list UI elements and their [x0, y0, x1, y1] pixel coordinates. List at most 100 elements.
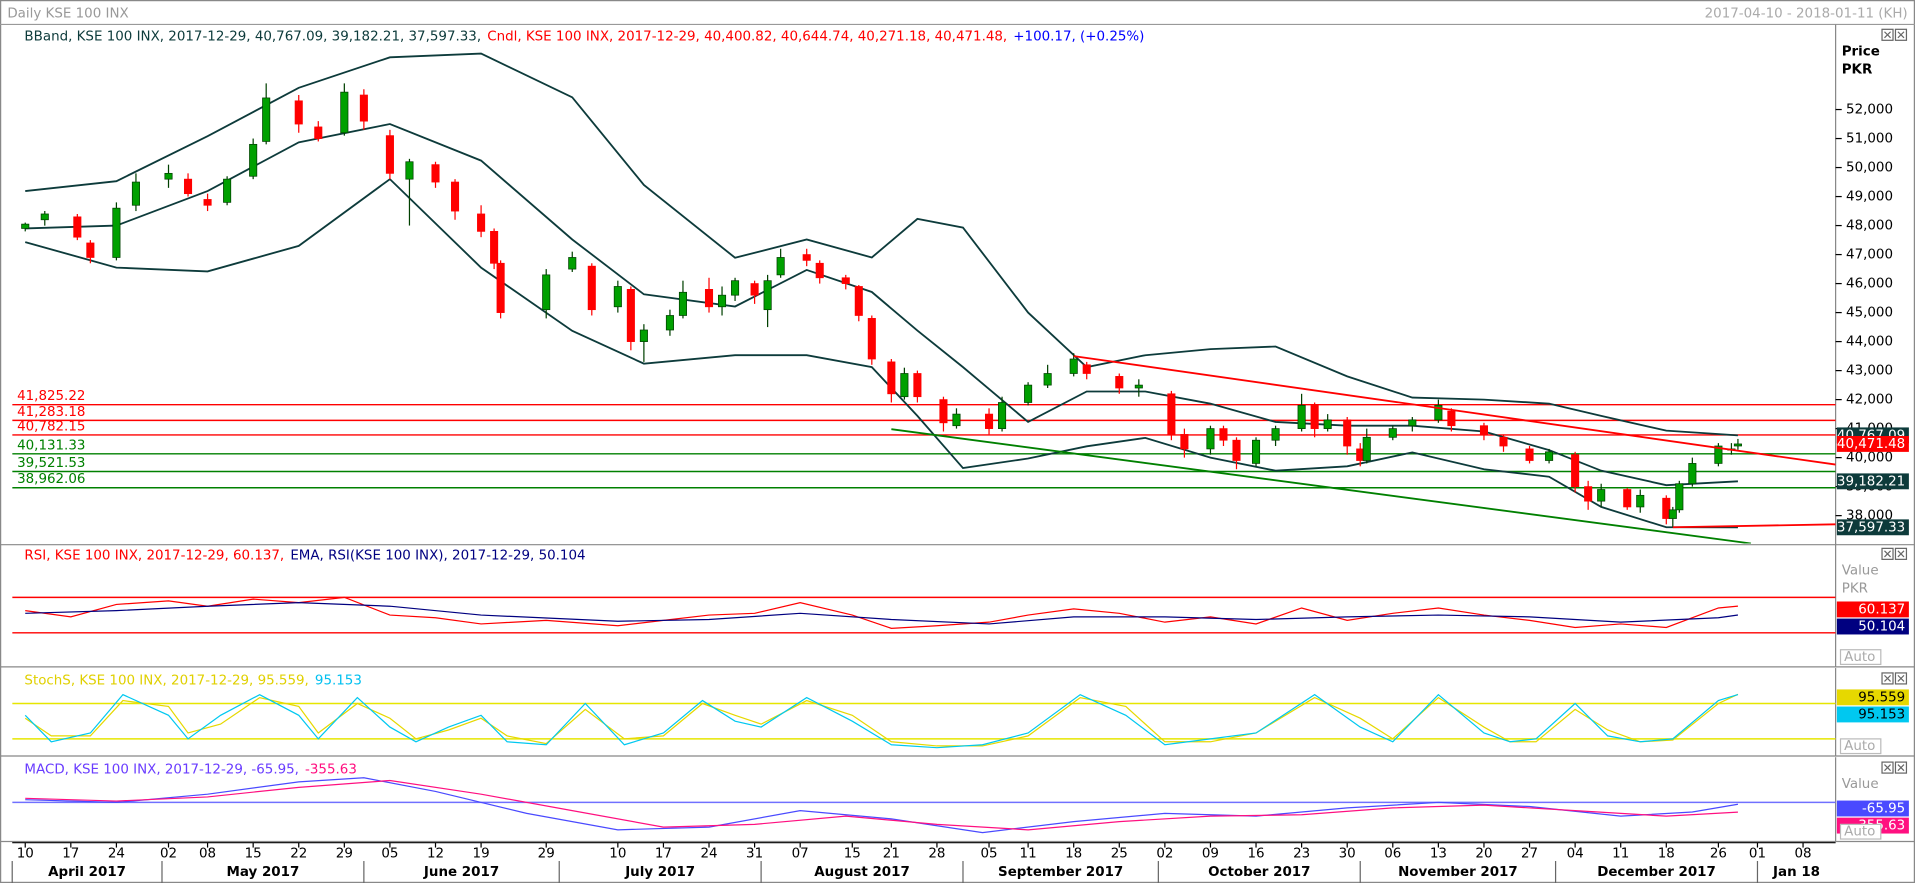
x-tick-label: 21: [883, 847, 900, 862]
candle-body: [1297, 405, 1306, 429]
auto-button[interactable]: [1839, 823, 1882, 840]
x-tick-label: 26: [1710, 847, 1727, 862]
x-tick-label: 31: [746, 847, 763, 862]
trend-line: [891, 428, 1752, 544]
candle-body: [1623, 489, 1632, 508]
candle-body: [1219, 428, 1228, 441]
x-tick-label: 29: [538, 847, 555, 862]
candle-body: [841, 277, 850, 284]
candle-body: [451, 181, 460, 212]
band-value-box: [1836, 473, 1909, 490]
candle-body: [1714, 445, 1723, 464]
y-tick-label: 43,000: [1846, 364, 1893, 379]
candle-body: [73, 216, 82, 238]
candle-body: [985, 413, 994, 429]
candle-body: [1043, 373, 1052, 386]
last-value-box: [1836, 800, 1909, 817]
candle-body: [1499, 436, 1508, 447]
x-tick-label: 25: [1111, 847, 1128, 862]
candle-body: [731, 280, 740, 296]
x-tick-label: 15: [844, 847, 861, 862]
plot-area: [12, 52, 1836, 544]
x-tick-label: 10: [17, 847, 34, 862]
candle-body: [750, 283, 759, 296]
candle-body: [1082, 364, 1091, 374]
band-value-box: [1836, 519, 1909, 536]
y-tick-label: 40,000: [1846, 451, 1893, 466]
candle-body: [1571, 454, 1580, 487]
x-tick-label: 07: [792, 847, 809, 862]
legend-entry: +100.17, (+0.25%): [1013, 30, 1144, 45]
candle-body: [1668, 509, 1677, 519]
x-tick-label: 01: [1749, 847, 1766, 862]
candle-body: [496, 262, 505, 313]
legend-entry: 95.153: [315, 673, 362, 688]
candle-body: [1115, 376, 1124, 389]
candle-body: [1636, 494, 1645, 508]
candle-body: [1271, 428, 1280, 441]
indicator-line: [24, 693, 1739, 747]
indicator-line: [25, 602, 1739, 625]
y-tick-label: 46,000: [1846, 277, 1893, 292]
x-tick-label: 09: [1202, 847, 1219, 862]
candle-body: [678, 291, 687, 316]
trend-line: [1073, 355, 1836, 466]
candle-body: [1584, 486, 1593, 502]
level-label: 40,782.15: [17, 419, 85, 434]
month-label: July 2017: [624, 865, 695, 880]
y-tick-label: 47,000: [1846, 248, 1893, 263]
trend-line: [1672, 523, 1836, 529]
candle-body: [262, 97, 271, 142]
indicator-line: [25, 777, 1739, 834]
legend-entry: Cndl, KSE 100 INX, 2017-12-29, 40,400.82…: [487, 30, 1007, 45]
candle-body: [21, 223, 30, 229]
candle-body: [952, 413, 961, 427]
x-tick-label: 24: [700, 847, 717, 862]
candle-body: [431, 164, 440, 183]
candle-body: [40, 213, 49, 221]
candle-body: [815, 262, 824, 279]
candle-body: [1024, 384, 1033, 403]
window-button-icon: [1884, 550, 1892, 558]
candle-body: [490, 230, 499, 264]
candle-body: [1525, 448, 1534, 461]
legend-entry: EMA, RSI(KSE 100 INX), 2017-12-29, 50.10…: [290, 549, 585, 564]
auto-button[interactable]: [1839, 738, 1882, 755]
x-tick-label: 28: [928, 847, 945, 862]
level-label: 41,283.18: [17, 405, 85, 420]
candle-body: [1180, 434, 1189, 450]
candle-body: [568, 257, 577, 270]
x-axis: 10 17 24 02 08 15 22 29 05 12 19 29 10 17 24 31 07 15 21 28…: [11, 842, 1836, 883]
month-label: August 2017: [814, 865, 910, 880]
y-tick-label: 45,000: [1846, 306, 1893, 321]
close-value: 40,471.48: [1837, 437, 1905, 452]
x-tick-label: 17: [655, 847, 672, 862]
x-tick-label: 11: [1612, 847, 1629, 862]
candle-body: [867, 318, 876, 360]
auto-button[interactable]: [1839, 649, 1882, 665]
window-button-icon: [1897, 674, 1905, 682]
band-line: [25, 52, 1738, 437]
candle-body: [1134, 384, 1143, 389]
indicator-line: [24, 693, 1739, 749]
candle-body: [998, 402, 1007, 429]
candle-body: [1408, 419, 1417, 427]
candle-body: [340, 91, 349, 134]
y-tick-label: 52,000: [1846, 103, 1893, 118]
x-tick-label: 04: [1567, 847, 1584, 862]
candle-body: [405, 161, 414, 180]
candle-body: [164, 172, 173, 180]
auto-label: Auto: [1844, 650, 1875, 665]
candle-body: [776, 257, 785, 276]
x-tick-label: 24: [108, 847, 125, 862]
x-tick-label: 30: [1339, 847, 1356, 862]
candle-body: [112, 207, 121, 258]
candle-body: [718, 294, 727, 308]
window-button-icon: [1884, 31, 1892, 39]
date-range: 2017-04-10 - 2018-01-11 (KH): [1705, 6, 1908, 21]
last-value: 95.153: [1858, 707, 1905, 722]
x-tick-label: 16: [1247, 847, 1264, 862]
